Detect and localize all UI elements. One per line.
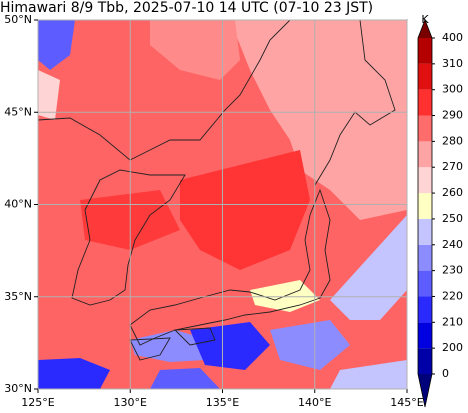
colorbar-label: 210 (442, 315, 463, 328)
y-tick-label: 30°N (4, 382, 32, 395)
colorbar-segment (418, 348, 432, 374)
colorbar-segment (418, 322, 432, 349)
colorbar-segment (418, 167, 432, 194)
colorbar-label: 400 (442, 31, 463, 44)
colorbar-segment (418, 89, 432, 116)
colorbar-label: 270 (442, 160, 463, 173)
colorbar-label: 310 (442, 57, 463, 70)
y-tick-label: 35°N (4, 290, 32, 303)
x-tick-label: 130°E (114, 396, 147, 409)
x-tick-label: 145°E (390, 396, 423, 409)
x-tick-label: 140°E (298, 396, 331, 409)
x-tick-label: 135°E (206, 396, 239, 409)
x-tick-label: 125°E (21, 396, 54, 409)
colorbar-segment (418, 296, 432, 323)
colorbar-segment (418, 63, 432, 90)
colorbar-label: 250 (442, 212, 463, 225)
colorbar-label: 300 (442, 83, 463, 96)
y-tick-label: 50°N (4, 13, 32, 26)
colorbar-label: 200 (442, 341, 463, 354)
y-tick-label: 45°N (4, 105, 32, 118)
colorbar-label: 230 (442, 264, 463, 277)
colorbar-segment (418, 270, 432, 297)
colorbar-unit: K (421, 13, 429, 26)
colorbar-label: 220 (442, 289, 463, 302)
title: Himawari 8/9 Tbb, 2025-07-10 14 UTC (07-… (0, 0, 373, 16)
colorbar-segment (418, 193, 432, 219)
colorbar-under (418, 374, 432, 407)
colorbar-segment (418, 141, 432, 168)
colorbar-label: 280 (442, 134, 463, 147)
colorbar-segment (418, 244, 432, 271)
colorbar-over (418, 20, 432, 38)
colorbar-segment (418, 38, 432, 64)
colorbar-label: 240 (442, 238, 463, 251)
y-tick-label: 40°N (4, 198, 32, 211)
colorbar-label: 260 (442, 186, 463, 199)
colorbar-segment (418, 115, 432, 142)
colorbar-label: 0 (442, 367, 449, 380)
colorbar-label: 290 (442, 109, 463, 122)
colorbar-segment (418, 218, 432, 245)
